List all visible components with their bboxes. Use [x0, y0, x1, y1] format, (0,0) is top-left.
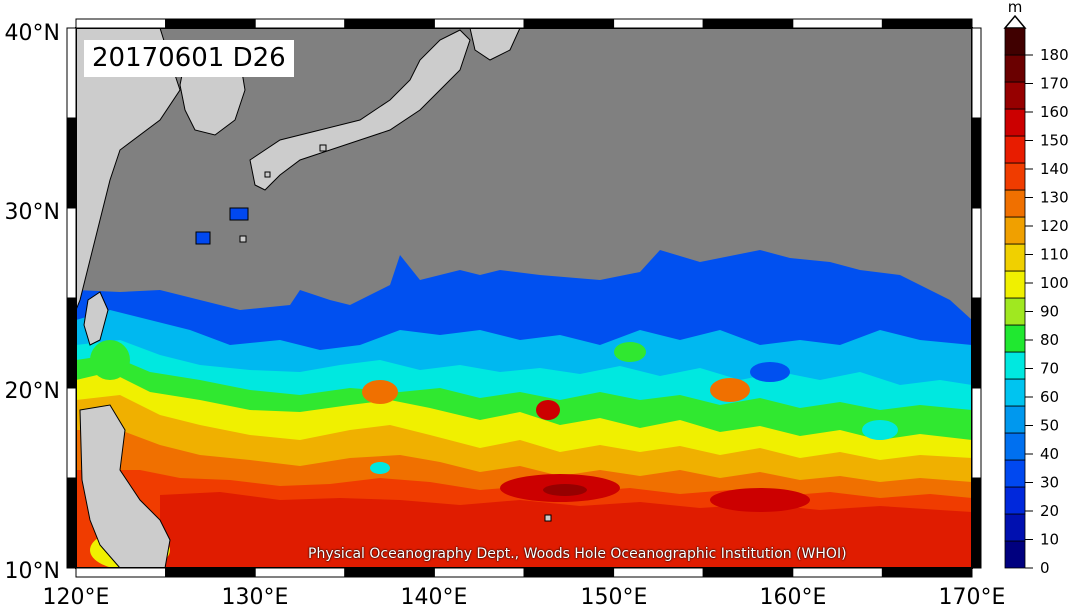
colorbar-cell	[1004, 270, 1026, 299]
small-islands	[195, 144, 552, 522]
colorbar-tick-label: 130	[1040, 189, 1069, 207]
border-segment	[66, 27, 77, 119]
border-segment	[433, 18, 525, 29]
lon-label: 170°E	[939, 585, 1006, 606]
lon-label: 140°E	[401, 585, 468, 606]
lat-axis: 40°N 30°N 20°N 10°N	[5, 21, 60, 584]
border-segment	[971, 207, 982, 299]
colorbar-tick-label: 50	[1040, 417, 1059, 435]
colorbar-cell	[1004, 189, 1026, 218]
border-segment	[613, 567, 704, 578]
colorbar-cell	[1004, 162, 1026, 191]
colorbar-cell	[1004, 378, 1026, 407]
border-segment	[165, 18, 256, 29]
colorbar-cell	[1004, 108, 1026, 137]
colorbar-tick-label: 170	[1040, 75, 1069, 93]
border-segment	[702, 567, 794, 578]
colorbar-cell	[1004, 324, 1026, 353]
border-segment	[792, 18, 883, 29]
map-border	[66, 18, 982, 578]
border-segment	[254, 18, 346, 29]
border-segment	[433, 567, 525, 578]
d26-field	[76, 250, 972, 568]
colorbar-cell	[1004, 540, 1026, 569]
border-segment	[881, 18, 973, 29]
border-segment	[344, 567, 435, 578]
colorbar-tick-label: 40	[1040, 445, 1059, 463]
hokkaido	[469, 28, 521, 61]
border-segment	[881, 567, 973, 578]
border-segment	[613, 18, 704, 29]
border-segment	[75, 18, 167, 29]
colorbar-tick-label: 0	[1040, 559, 1050, 577]
lat-label: 30°N	[5, 200, 60, 225]
colorbar-unit: m	[1008, 0, 1023, 16]
colorbar-tick-label: 100	[1040, 274, 1069, 292]
colorbar-tick-label: 70	[1040, 360, 1059, 378]
colorbar-cell	[1004, 432, 1026, 461]
colorbar-tick-label: 120	[1040, 217, 1069, 235]
border-segment	[66, 117, 77, 209]
taiwan	[83, 291, 109, 346]
colorbar-cell	[1004, 513, 1026, 542]
colorbar-cell	[1004, 54, 1026, 83]
border-segment	[702, 18, 794, 29]
border-segment	[344, 18, 435, 29]
colorbar-cell	[1004, 216, 1026, 245]
lon-label: 150°E	[581, 585, 648, 606]
colorbar-tick-label: 180	[1040, 46, 1069, 64]
border-segment	[971, 117, 982, 209]
colorbar-cell	[1004, 486, 1026, 515]
colorbar-tick-label: 10	[1040, 531, 1059, 549]
border-segment	[971, 387, 982, 479]
border-segment	[165, 567, 256, 578]
colorbar-tick-label: 160	[1040, 103, 1069, 121]
colorbar-tick-label: 20	[1040, 502, 1059, 520]
philippines	[79, 404, 171, 568]
lon-axis: 120°E 130°E 140°E 150°E 160°E 170°E	[43, 585, 1006, 606]
colorbar-cell	[1004, 81, 1026, 110]
border-segment	[523, 567, 615, 578]
date-stamp: 20170601 D26	[84, 40, 294, 77]
colorbar-cell	[1004, 135, 1026, 164]
colorbar: m 0 10 20 30 40 50 60 70 80 90 100 110 120 130 140 150 1…	[1003, 0, 1069, 577]
colorbar-tick-label: 60	[1040, 388, 1059, 406]
lon-label: 160°E	[760, 585, 827, 606]
border-segment	[75, 567, 167, 578]
lat-label: 20°N	[5, 379, 60, 404]
colorbar-tick-label: 90	[1040, 303, 1059, 321]
colorbar-cell	[1004, 243, 1026, 272]
colorbar-cell	[1004, 297, 1026, 326]
border-segment	[971, 477, 982, 569]
border-segment	[523, 18, 615, 29]
border-segment	[254, 567, 346, 578]
lon-label: 130°E	[222, 585, 289, 606]
border-segment	[66, 297, 77, 389]
lat-label: 10°N	[5, 559, 60, 584]
colorbar-cell	[1004, 405, 1026, 434]
colorbar-cell	[1004, 351, 1026, 380]
colorbar-tick-label: 80	[1040, 331, 1059, 349]
colorbar-tick-label: 140	[1040, 160, 1069, 178]
colorbar-tick-label: 150	[1040, 132, 1069, 150]
map-area	[76, 28, 972, 568]
lon-label: 120°E	[43, 585, 110, 606]
credit-text: Physical Oceanography Dept., Woods Hole …	[308, 546, 847, 562]
border-segment	[66, 387, 77, 479]
lat-label: 40°N	[5, 21, 60, 46]
japan	[249, 29, 471, 191]
border-segment	[66, 477, 77, 569]
colorbar-cell	[1004, 27, 1026, 56]
colorbar-arrow	[1003, 14, 1027, 29]
border-segment	[792, 567, 883, 578]
colorbar-tick-label: 30	[1040, 474, 1059, 492]
border-segment	[66, 207, 77, 299]
colorbar-cell	[1004, 459, 1026, 488]
border-segment	[971, 297, 982, 389]
colorbar-tick-label: 110	[1040, 246, 1069, 264]
border-segment	[971, 27, 982, 119]
